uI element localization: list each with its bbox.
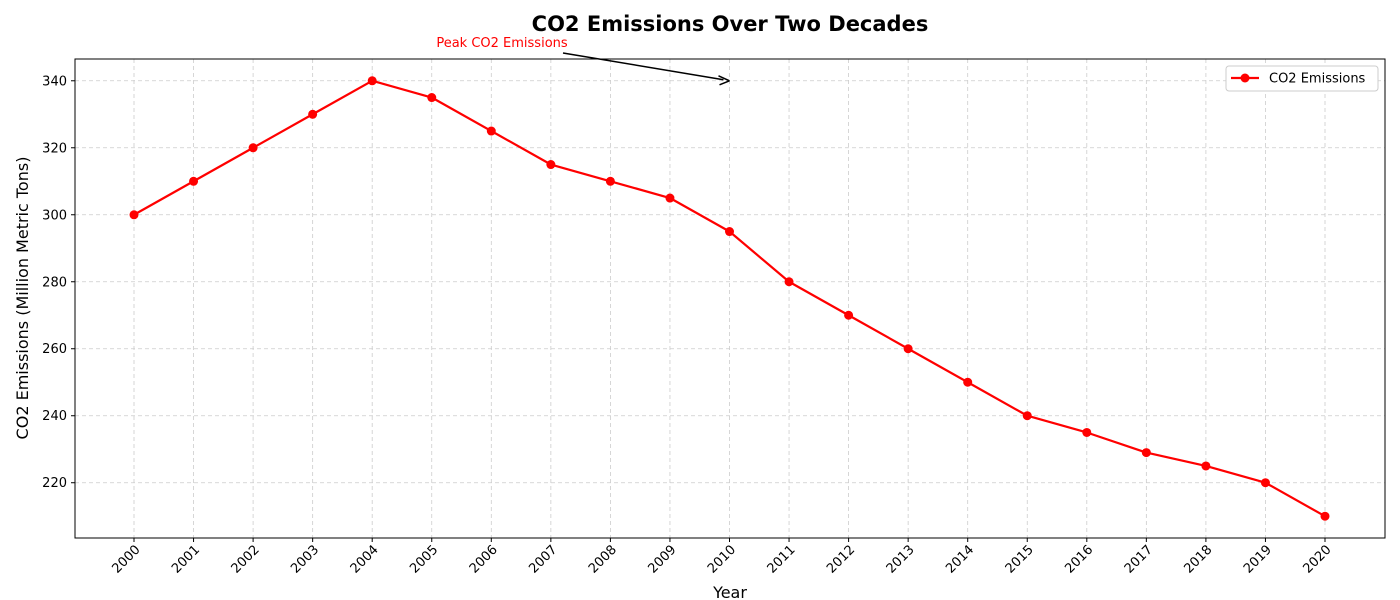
data-point <box>963 377 973 387</box>
data-point <box>486 126 496 136</box>
data-point <box>844 310 854 320</box>
x-tick-label: 2010 <box>705 543 739 577</box>
legend-marker <box>1240 73 1250 83</box>
data-point <box>1260 478 1270 488</box>
y-tick-label: 220 <box>42 476 67 491</box>
chart-title: CO2 Emissions Over Two Decades <box>532 12 929 36</box>
y-tick-label: 240 <box>42 409 67 424</box>
x-tick-label: 2006 <box>467 543 501 577</box>
data-point <box>725 227 734 237</box>
data-point <box>1141 448 1151 458</box>
y-tick-label: 280 <box>42 275 67 290</box>
series-co2-emissions <box>129 76 1330 521</box>
annotation-arrowhead <box>718 75 730 86</box>
x-tick-label: 2016 <box>1062 543 1096 577</box>
x-tick-label: 2007 <box>526 543 560 577</box>
x-tick-label: 2003 <box>288 543 322 577</box>
annotation: Peak CO2 Emissions <box>436 36 730 86</box>
data-point <box>784 277 794 287</box>
annotation-text: Peak CO2 Emissions <box>436 36 568 51</box>
y-tick-label: 300 <box>42 208 67 223</box>
legend-label: CO2 Emissions <box>1269 72 1366 87</box>
data-point <box>546 160 556 170</box>
x-tick-label: 2011 <box>765 543 799 577</box>
x-tick-label: 2005 <box>407 543 441 577</box>
x-tick-label: 2019 <box>1241 543 1275 577</box>
grid <box>75 59 1385 538</box>
data-point <box>308 109 318 119</box>
y-axis-label: CO2 Emissions (Million Metric Tons) <box>13 157 32 440</box>
data-point <box>665 193 675 203</box>
data-point <box>1201 461 1211 471</box>
x-axis-label: Year <box>712 583 747 600</box>
y-tick-label: 340 <box>42 74 67 89</box>
legend: CO2 Emissions <box>1225 65 1379 92</box>
x-tick-label: 2012 <box>824 543 858 577</box>
x-tick-label: 2000 <box>110 543 144 577</box>
data-point <box>367 76 377 86</box>
x-tick-label: 2015 <box>1003 543 1037 577</box>
x-tick-label: 2004 <box>348 543 382 577</box>
x-tick-label: 2020 <box>1301 543 1335 577</box>
data-point <box>1082 427 1092 437</box>
data-point <box>1022 411 1032 421</box>
data-point <box>903 344 913 354</box>
y-axis: 220 240 260 280 300 320 340 <box>42 74 75 491</box>
annotation-arrow <box>562 52 724 81</box>
data-point <box>427 93 437 103</box>
x-tick-label: 2002 <box>229 543 263 577</box>
data-point <box>248 143 258 153</box>
x-tick-label: 2001 <box>169 543 203 577</box>
x-axis: 2000 2001 2002 2003 2004 2005 2006 2007 2008 2009… <box>110 538 1335 577</box>
data-point <box>605 176 615 186</box>
x-tick-label: 2008 <box>586 543 620 577</box>
data-point <box>1320 511 1330 521</box>
x-tick-label: 2014 <box>943 543 977 577</box>
data-point <box>189 176 199 186</box>
x-tick-label: 2013 <box>884 543 918 577</box>
y-tick-label: 260 <box>42 342 67 357</box>
x-tick-label: 2018 <box>1181 543 1215 577</box>
plot-frame <box>74 58 1386 539</box>
y-tick-label: 320 <box>42 141 67 156</box>
data-point <box>129 210 139 220</box>
legend-box <box>1225 65 1379 92</box>
x-tick-label: 2017 <box>1122 543 1156 577</box>
x-tick-label: 2009 <box>645 543 679 577</box>
